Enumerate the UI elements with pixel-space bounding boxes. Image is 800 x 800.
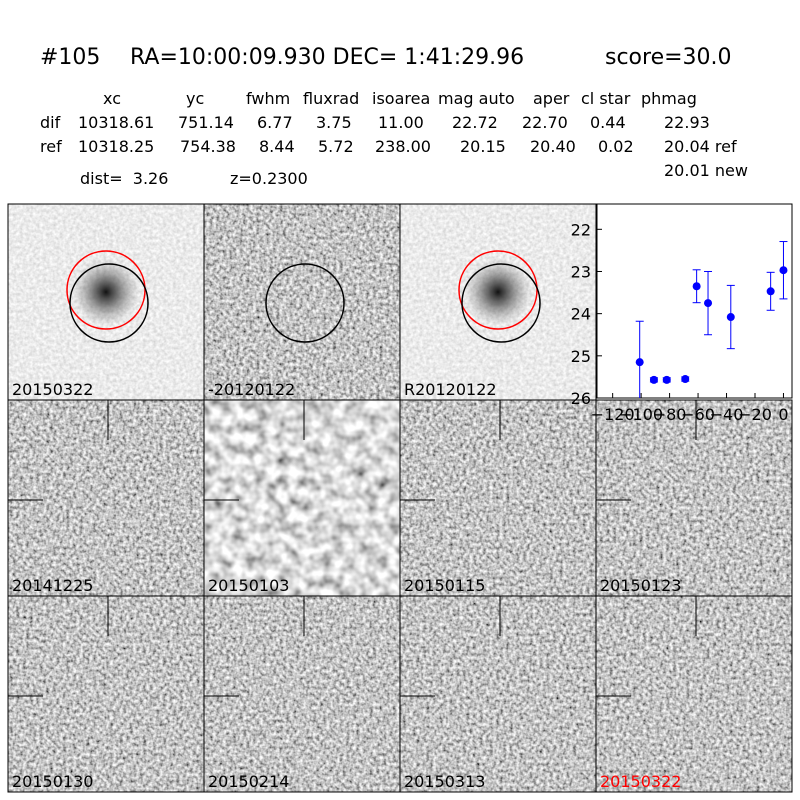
column-header: fwhm [246,89,290,108]
image-stamp: 20150115 [399,399,597,597]
stamp-label: 20150130 [12,772,93,791]
image-stamp: 20150322 [595,595,793,793]
data-point [635,358,644,367]
data-point [726,313,735,322]
stamp-image [8,400,204,596]
image-stamp: 20150130 [7,595,205,793]
table-cell: 0.02 [598,137,634,156]
stamp-label: 20150103 [208,576,289,595]
redshift: z=0.2300 [230,169,308,188]
x-tick-label: −20 [738,405,772,424]
stamp-label: 20150322 [12,380,93,399]
table-cell: dif [40,113,61,132]
table-cell: 0.44 [590,113,626,132]
x-tick-label: 0 [778,405,788,424]
data-point [649,375,658,384]
aperture [265,263,345,343]
y-tick-label: 24 [571,305,591,324]
table-cell: 6.77 [257,113,293,132]
stamp-image [400,400,596,596]
stamp-image [596,400,792,596]
stamp-label: 20150313 [404,772,485,791]
table-cell: 11.00 [378,113,424,132]
coordinates: RA=10:00:09.930 DEC= 1:41:29.96 [130,45,524,70]
table-cell: 751.14 [178,113,234,132]
table-cell: 20.15 [460,137,506,156]
image-stamp: 20150313 [399,595,597,793]
data-point [662,375,671,384]
table-cell: 22.70 [522,113,568,132]
table-cell: 20.04 ref [664,137,737,156]
x-tick-label: −60 [681,405,715,424]
image-stamp: R20120122 [399,203,597,401]
column-header: aper [533,89,570,108]
image-stamp: 20150214 [203,595,401,793]
aperture [69,263,149,343]
x-tick-label: −80 [653,405,687,424]
stamp-label: 20141225 [12,576,93,595]
stamp-image [400,596,596,792]
stamp-image [204,204,400,400]
table-cell: 20.40 [530,137,576,156]
table-cell: 754.38 [180,137,236,156]
x-tick-label: −120 [591,405,635,424]
stamp-image [204,400,400,596]
stamp-label: 20150214 [208,772,289,791]
table-cell: ref [40,137,62,156]
column-header: yc [186,89,204,108]
stamp-image [8,596,204,792]
table-cell: 238.00 [375,137,431,156]
image-stamp: 20150103 [203,399,401,597]
aperture-ref [458,250,538,330]
stamp-label: R20120122 [404,380,497,399]
stamp-label: 20150115 [404,576,485,595]
column-header: xc [103,89,121,108]
object-id: #105 [40,45,100,70]
table-cell: 10318.61 [78,113,154,132]
y-tick-label: 23 [571,262,591,281]
table-cell: 22.72 [452,113,498,132]
image-stamp: 20150123 [595,399,793,597]
x-tick-label: −40 [710,405,744,424]
stamp-frame [595,595,793,793]
data-point [779,266,788,275]
table-cell: 22.93 [664,113,710,132]
table-cell: 3.75 [316,113,352,132]
image-stamp: -20120122 [203,203,401,401]
data-point [681,375,690,384]
y-tick-label: 26 [571,389,591,408]
source-blob [72,258,140,326]
table-cell: 8.44 [259,137,295,156]
y-tick-label: 22 [571,220,591,239]
aperture [461,263,541,343]
data-point [692,282,701,291]
plot-area [596,203,793,399]
stamp-label: -20120122 [208,380,295,399]
column-header: mag auto [438,89,515,108]
aperture-ref [66,250,146,330]
stamp-label: 20150322 [600,772,681,791]
column-header: isoarea [372,89,430,108]
table-cell: 5.72 [318,137,354,156]
y-tick-label: 25 [571,347,591,366]
x-tick-label: −100 [619,405,663,424]
table-cell: 10318.25 [78,137,154,156]
column-header: fluxrad [303,89,359,108]
source-blob [464,258,532,326]
distance: dist= 3.26 [80,169,168,188]
stamp-image [596,596,792,792]
score: score=30.0 [605,45,732,70]
data-point [766,287,775,296]
phmag-note: 20.01 new [664,161,748,180]
stamp-image [204,596,400,792]
stamp-label: 20150123 [600,576,681,595]
column-header: cl star [581,89,631,108]
column-header: phmag [641,89,697,108]
data-point [704,299,713,308]
image-stamp: 20150322 [7,203,205,401]
image-stamp: 20141225 [7,399,205,597]
